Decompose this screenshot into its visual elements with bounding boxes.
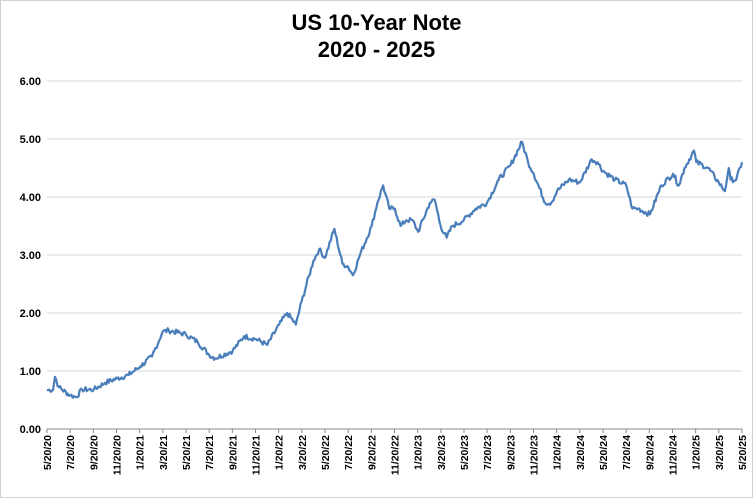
x-tick-label: 1/20/23 [413,435,425,470]
x-tick-label: 11/20/23 [529,435,541,475]
x-tick-label: 5/20/24 [598,435,610,470]
series-line [47,142,742,398]
x-tick-label: 9/20/24 [644,435,656,470]
x-tick-label: 7/20/21 [204,435,216,470]
y-tick-label: 0.00 [20,424,41,436]
x-tick-label: 3/20/25 [714,435,726,470]
x-tick-label: 9/20/23 [505,435,517,470]
x-tick-label: 7/20/22 [343,435,355,470]
x-tick-label: 5/20/21 [181,435,193,470]
x-tick-label: 1/20/24 [552,435,564,470]
x-tick-label: 11/20/22 [390,435,402,475]
x-tick-label: 9/20/20 [88,435,100,470]
x-tick-label: 9/20/22 [366,435,378,470]
x-tick-label: 7/20/23 [482,435,494,470]
x-tick-label: 3/20/22 [297,435,309,470]
x-tick-label: 11/20/21 [251,435,263,475]
x-tick-label: 7/20/24 [621,435,633,470]
x-tick-label: 3/20/23 [436,435,448,470]
y-tick-label: 1.00 [20,366,41,378]
x-tick-label: 5/20/25 [737,435,749,470]
chart-frame: US 10-Year Note 2020 - 2025 6.00 5.00 4.00… [0,0,753,498]
x-tick-label: 1/20/21 [135,435,147,470]
y-tick-label: 4.00 [20,192,41,204]
x-tick-label: 3/20/24 [575,435,587,470]
y-tick-label: 5.00 [20,134,41,146]
y-tick-label: 6.00 [20,76,41,88]
x-tick-label: 5/20/22 [320,435,332,470]
x-tick-label: 3/20/21 [158,435,170,470]
y-tick-label: 3.00 [20,250,41,262]
x-tick-label: 5/20/23 [459,435,471,470]
line-chart: 6.00 5.00 4.00 3.00 2.00 1.00 0.005/20/20 7/20/… [1,1,752,497]
x-tick-label: 11/20/20 [112,435,124,475]
x-tick-label: 5/20/20 [42,435,54,470]
y-tick-label: 2.00 [20,308,41,320]
x-tick-label: 1/20/22 [274,435,286,470]
x-tick-label: 7/20/20 [65,435,77,470]
x-tick-label: 1/20/25 [691,435,703,470]
x-tick-label: 9/20/21 [227,435,239,470]
x-tick-label: 11/20/24 [668,435,680,475]
